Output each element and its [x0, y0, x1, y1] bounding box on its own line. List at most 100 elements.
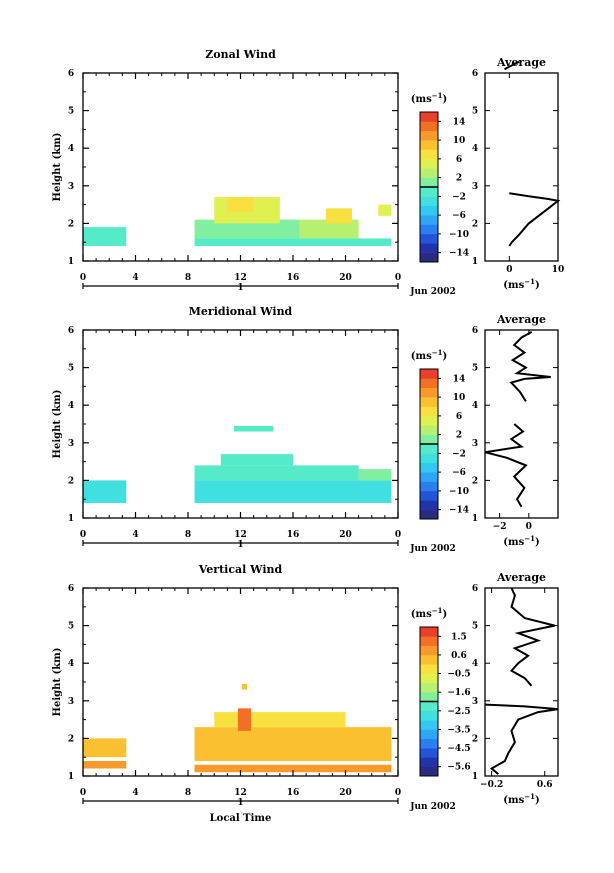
heatmap-cell — [194, 219, 300, 239]
average-x-label: (ms−1) — [503, 534, 539, 548]
heatmap-cell — [194, 238, 392, 246]
colorbar-unit-base: (ms — [411, 94, 432, 105]
colorbar-tick-label: 2 — [456, 431, 462, 441]
x-tick-label: 0 — [80, 788, 86, 798]
colorbar-swatch — [420, 664, 438, 674]
average-y-tick-label: 3 — [472, 697, 478, 707]
y-tick-label: 4 — [68, 401, 74, 411]
colorbar-swatch — [420, 112, 438, 122]
average-title: Average — [496, 313, 546, 326]
day-label: 1 — [237, 798, 243, 808]
heatmap-cell — [83, 480, 127, 503]
average-y-tick-label: 6 — [472, 69, 478, 79]
y-tick-label: 3 — [68, 697, 74, 707]
average-y-tick-label: 2 — [472, 476, 478, 486]
x-tick-label: 0 — [80, 273, 86, 283]
average-y-tick-label: 1 — [472, 772, 478, 782]
y-tick-label: 4 — [68, 659, 74, 669]
colorbar-tick-label: −1.6 — [447, 688, 470, 698]
average-y-tick-label: 2 — [472, 219, 478, 229]
colorbar-swatch — [420, 149, 438, 160]
heatmap-cell — [83, 760, 127, 769]
y-tick-label: 6 — [68, 69, 74, 79]
heatmap-cell — [83, 227, 127, 246]
average-y-tick-label: 5 — [472, 107, 478, 117]
colorbar-swatch — [420, 472, 438, 482]
y-tick-label: 2 — [68, 734, 74, 744]
y-tick-label: 1 — [68, 257, 74, 267]
colorbar-swatch — [420, 168, 438, 178]
colorbar-tick-label: −2 — [452, 449, 466, 459]
average-x-tick-label: 0.6 — [537, 780, 553, 790]
colorbar-swatch — [420, 243, 438, 253]
y-axis-label: Height (km) — [52, 133, 63, 202]
colorbar-swatch — [420, 415, 438, 426]
colorbar-swatch — [420, 748, 438, 758]
average-profile-line — [509, 587, 555, 687]
heatmap-cell — [214, 712, 346, 728]
colorbar-tick-label: −2 — [452, 192, 466, 202]
panel-title: Zonal Wind — [205, 48, 276, 61]
y-tick-label: 6 — [68, 584, 74, 594]
day-label: 1 — [237, 540, 243, 550]
heatmap-cell — [299, 219, 359, 239]
colorbar-swatch — [420, 224, 438, 235]
average-title: Average — [496, 56, 546, 69]
colorbar-unit: (ms−1) — [411, 606, 447, 620]
x-tick-label: 20 — [339, 788, 352, 798]
colorbar-swatch — [420, 378, 438, 389]
average-x-label-base: (ms — [503, 280, 524, 291]
average-y-tick-label: 1 — [472, 514, 478, 524]
colorbar-swatch — [420, 215, 438, 225]
average-frame — [484, 72, 559, 262]
x-tick-label: 8 — [185, 530, 191, 540]
colorbar-swatch — [420, 369, 438, 379]
average-panel: Average 1 2 3 4 5 6 −0.2 0.6 (ms−1) — [472, 571, 559, 806]
average-title: Average — [496, 571, 546, 584]
colorbar-swatch — [420, 627, 438, 637]
colorbar-tick-label: −6 — [452, 211, 466, 221]
average-frame — [484, 329, 559, 519]
x-tick-label: 16 — [287, 788, 300, 798]
heatmap-cells — [83, 425, 392, 503]
average-panel: Average 1 2 3 4 5 6 0 10 (ms−1) — [472, 56, 564, 291]
colorbar-tick-label: −0.5 — [447, 670, 470, 680]
colorbar-swatch — [420, 453, 438, 464]
y-tick-label: 5 — [68, 107, 74, 117]
y-tick-label: 6 — [68, 326, 74, 336]
colorbar-swatch — [420, 757, 438, 767]
average-x-tick-label: 0 — [506, 265, 512, 275]
average-x-label: (ms−1) — [503, 277, 539, 291]
y-tick-label: 3 — [68, 182, 74, 192]
average-profile-line — [484, 423, 528, 508]
y-tick-label: 5 — [68, 622, 74, 632]
heatmap-cell — [194, 764, 392, 773]
heatmap-cell — [358, 469, 392, 481]
x-tick-label: 0 — [80, 530, 86, 540]
colorbar-swatch — [420, 692, 438, 702]
colorbar-swatch — [420, 766, 438, 777]
colorbar-unit-close: ) — [442, 351, 447, 362]
colorbar-unit-exponent: −1 — [432, 348, 443, 357]
x-tick-label: 0 — [395, 530, 401, 540]
colorbar-unit-close: ) — [442, 94, 447, 105]
average-profile-line — [509, 331, 551, 402]
colorbar-swatch — [420, 130, 438, 141]
average-y-tick-label: 3 — [472, 439, 478, 449]
panel-title: Meridional Wind — [189, 305, 293, 318]
average-x-tick-label: −0.2 — [480, 780, 503, 790]
heatmap-cell — [220, 454, 293, 466]
y-tick-label: 2 — [68, 219, 74, 229]
colorbar-swatch — [420, 636, 438, 646]
average-y-tick-label: 1 — [472, 257, 478, 267]
x-tick-label: 12 — [234, 530, 247, 540]
colorbar-tick-label: −6 — [452, 468, 466, 478]
average-x-label-base: (ms — [503, 795, 524, 806]
y-axis-label: Height (km) — [52, 648, 63, 717]
x-tick-label: 12 — [234, 273, 247, 283]
colorbar-swatch — [420, 140, 438, 150]
colorbar-tick-label: −10 — [449, 487, 469, 497]
x-tick-label: 20 — [339, 273, 352, 283]
